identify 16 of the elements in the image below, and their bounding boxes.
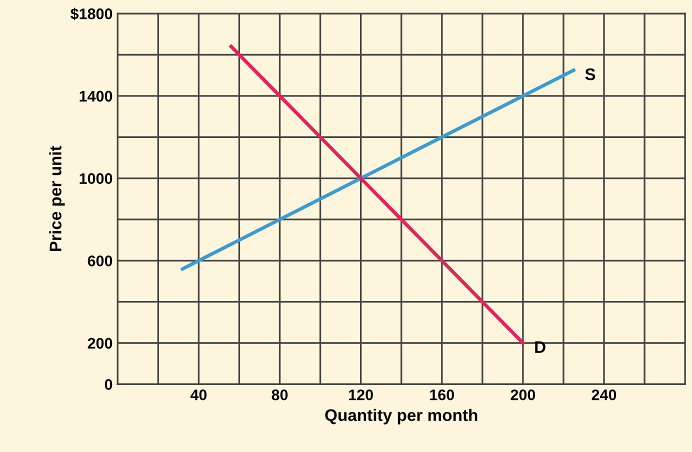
y-tick-label: $1800	[70, 8, 112, 20]
y-tick-label: 0	[104, 379, 112, 390]
series-label: D	[535, 341, 546, 353]
x-tick-label: 160	[430, 389, 454, 400]
y-tick-label: 600	[88, 256, 112, 266]
x-axis-title: Quantity per month	[325, 408, 478, 424]
y-tick-label: 200	[88, 338, 112, 349]
x-tick-label: 80	[272, 389, 288, 400]
x-tick-label: 120	[349, 389, 373, 400]
x-tick-label: 40	[190, 389, 207, 400]
y-axis-title: Price per unit	[49, 146, 65, 252]
x-tick-label: 200	[510, 389, 536, 400]
x-tick-label: 240	[592, 389, 616, 400]
y-tick-label: 1000	[80, 173, 112, 184]
series-label: S	[585, 68, 596, 80]
y-tick-label: 1400	[80, 90, 112, 102]
